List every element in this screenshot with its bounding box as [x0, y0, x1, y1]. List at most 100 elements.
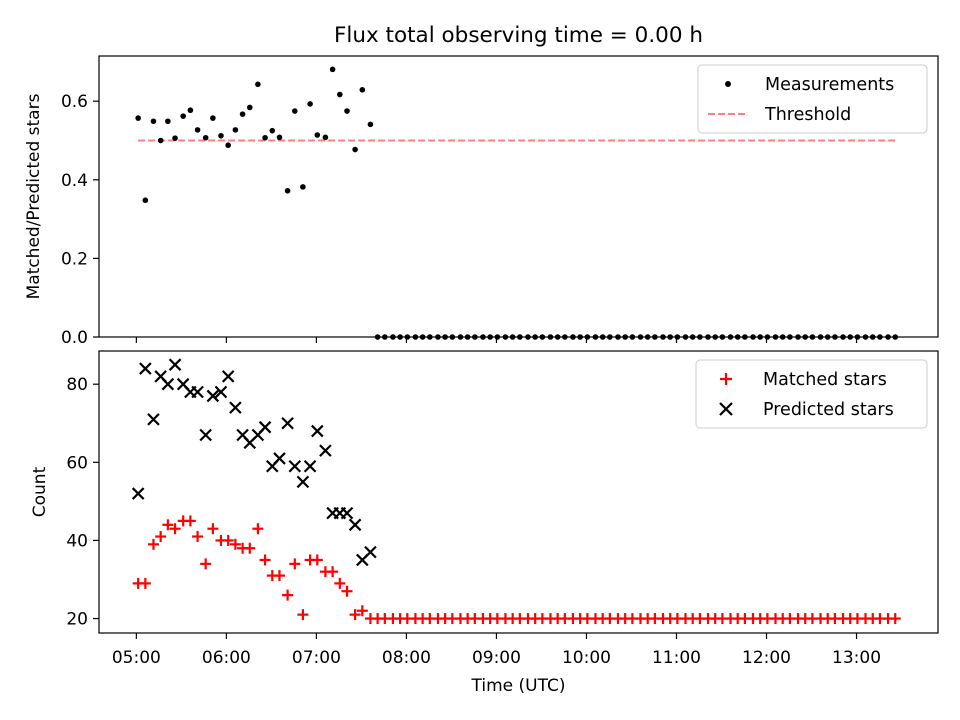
matched-star-point: [244, 542, 256, 554]
measurement-point: [142, 197, 149, 204]
predicted-star-point: [221, 370, 235, 383]
measurement-point: [165, 118, 171, 125]
xtick-label: 12:00: [742, 648, 791, 668]
measurement-point: [239, 111, 246, 117]
matched-star-point: [297, 609, 309, 621]
matched-star-point: [327, 566, 339, 578]
matched-star-point: [184, 515, 196, 527]
measurement-point: [337, 91, 343, 98]
xtick-label: 10:00: [562, 648, 611, 668]
xtick-label: 06:00: [202, 648, 251, 668]
top-legend: Measurements Threshold: [697, 64, 928, 134]
predicted-star-point: [281, 416, 294, 430]
bottom-axes-frame: [98, 350, 939, 634]
top-ytick-label: 0.4: [61, 171, 88, 191]
measurement-point: [187, 107, 194, 114]
matched-star-point: [162, 519, 174, 531]
top-ytick-label: 0.6: [61, 92, 88, 112]
top-series: [135, 66, 899, 340]
legend-measurements-marker: [725, 81, 731, 87]
legend-predicted-label: Predicted stars: [763, 400, 894, 420]
x-axis-label: Time (UTC): [471, 676, 566, 696]
predicted-star-point: [131, 487, 145, 500]
predicted-star-point: [168, 358, 182, 371]
measurement-point: [225, 142, 231, 149]
predicted-star-point: [258, 420, 272, 434]
matched-star-point: [282, 589, 294, 601]
predicted-star-point: [319, 444, 332, 457]
top-ytick-label: 0.0: [61, 328, 88, 348]
bottom-ytick-label: 20: [66, 610, 88, 630]
bottom-yaxis: 20 40 60 80: [66, 375, 99, 630]
matched-star-point: [139, 577, 151, 589]
matched-star-point: [222, 534, 234, 546]
matched-star-point: [155, 531, 167, 543]
matched-star-point: [229, 538, 241, 550]
bottom-ytick-label: 80: [66, 375, 88, 395]
predicted-star-point: [214, 385, 228, 399]
chart-title: Flux total observing time = 0.00 h: [334, 23, 703, 48]
measurement-point: [157, 137, 164, 144]
measurement-point: [255, 81, 261, 88]
measurement-point: [180, 113, 186, 119]
bottom-series: [131, 358, 901, 625]
measurement-point: [314, 132, 321, 138]
predicted-star-point: [311, 424, 324, 438]
measurement-point: [367, 121, 374, 128]
measurement-point: [344, 108, 350, 114]
legend-matched-label: Matched stars: [763, 370, 887, 390]
matched-star-point: [289, 558, 301, 570]
measurement-point: [232, 127, 239, 133]
bottom-ytick-label: 40: [66, 531, 88, 551]
measurement-point: [322, 134, 329, 141]
measurement-point: [307, 101, 313, 107]
top-legend-box: [697, 64, 928, 134]
matched-star-point: [259, 554, 271, 566]
panel-counts: 20 40 60 80 05:00 06:00 07:00 08:00 09:00 10:00 1…: [30, 350, 939, 696]
legend-predicted-marker: [719, 402, 733, 416]
legend-threshold-label: Threshold: [764, 105, 851, 125]
bottom-legend-box: [695, 359, 928, 429]
predicted-star-point: [348, 518, 362, 532]
predicted-star-point: [191, 385, 204, 399]
measurement-point: [291, 108, 298, 114]
predicted-star-point: [288, 459, 302, 473]
predicted-star-point: [161, 377, 175, 391]
predicted-star-point: [206, 389, 220, 403]
predicted-star-point: [340, 506, 354, 520]
measurement-point: [150, 118, 157, 125]
measurement-point: [352, 146, 358, 153]
bottom-xaxis: 05:00 06:00 07:00 08:00 09:00 10:00 11:00 12:00…: [112, 633, 881, 668]
xtick-label: 08:00: [382, 648, 431, 668]
predicted-star-point: [147, 413, 160, 426]
xtick-label: 05:00: [112, 648, 161, 668]
xtick-label: 07:00: [292, 648, 341, 668]
measurement-point: [202, 134, 209, 141]
measurement-point: [269, 127, 276, 134]
xtick-label: 09:00: [472, 648, 521, 668]
matched-star-point: [273, 570, 285, 582]
matched-star-point: [311, 554, 323, 566]
predicted-star-point: [303, 459, 317, 473]
measurement-point: [300, 184, 306, 190]
matched-star-point: [349, 609, 361, 621]
panel-ratio: Flux total observing time = 0.00 h 0.0 0.…: [24, 23, 939, 348]
matched-star-point: [207, 523, 219, 535]
predicted-star-point: [273, 452, 286, 465]
measurement-point: [135, 115, 141, 121]
measurement-point: [329, 66, 336, 73]
top-ytick-label: 0.2: [61, 249, 88, 269]
measurement-point: [246, 104, 253, 111]
predicted-star-point: [139, 362, 152, 375]
bottom-ytick-label: 60: [66, 453, 88, 473]
legend-measurements-label: Measurements: [765, 75, 894, 95]
predicted-star-point: [364, 545, 377, 559]
measurement-point: [218, 132, 224, 139]
legend-matched-marker: [720, 373, 732, 385]
measurement-point: [172, 135, 178, 141]
predicted-star-point: [296, 475, 310, 489]
matched-star-point: [192, 531, 204, 543]
measurement-point: [210, 115, 216, 121]
predicted-star-point: [229, 401, 242, 414]
measurement-point: [262, 134, 268, 141]
